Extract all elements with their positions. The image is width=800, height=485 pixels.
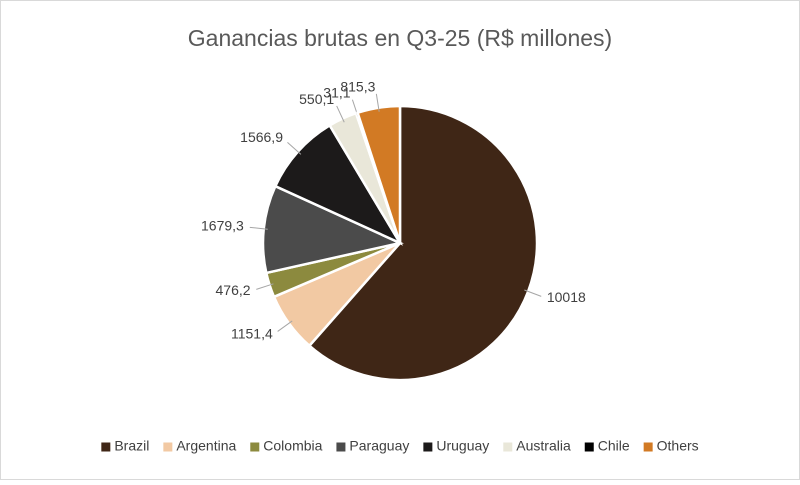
legend-label: Colombia xyxy=(263,438,322,454)
leader-line xyxy=(524,289,542,297)
legend: Brazil Argentina Colombia Paraguay Uruguay Au… xyxy=(101,438,699,454)
leader-line xyxy=(249,226,268,230)
legend-label: Uruguay xyxy=(436,438,489,454)
legend-label: Argentina xyxy=(176,438,236,454)
data-label: 550,1 xyxy=(299,91,334,107)
legend-label: Australia xyxy=(516,438,571,454)
data-label: 1566,9 xyxy=(240,129,283,145)
data-label: 476,2 xyxy=(216,282,251,298)
legend-swatch xyxy=(250,442,260,452)
legend-swatch xyxy=(503,442,513,452)
legend-swatch xyxy=(643,442,653,452)
leader-line xyxy=(277,320,293,332)
data-label: 815,3 xyxy=(340,79,375,95)
legend-swatch xyxy=(336,442,346,452)
leader-line xyxy=(256,283,274,290)
data-label: 10018 xyxy=(547,289,586,305)
legend-label: Chile xyxy=(598,438,630,454)
data-label: 1151,4 xyxy=(231,326,273,342)
legend-swatch xyxy=(423,442,433,452)
legend-label: Paraguay xyxy=(349,438,409,454)
legend-swatch xyxy=(163,442,173,452)
leader-line xyxy=(336,105,345,123)
data-label: 1679,3 xyxy=(201,217,244,233)
data-label: 31,1 xyxy=(323,85,350,101)
legend-label: Brazil xyxy=(114,438,149,454)
legend-swatch xyxy=(101,442,111,452)
leader-line xyxy=(375,93,380,112)
legend-label: Others xyxy=(657,438,699,454)
leader-line xyxy=(287,141,302,155)
chart-title: Ganancias brutas en Q3-25 (R$ millones) xyxy=(188,25,612,51)
legend-swatch xyxy=(584,442,594,452)
